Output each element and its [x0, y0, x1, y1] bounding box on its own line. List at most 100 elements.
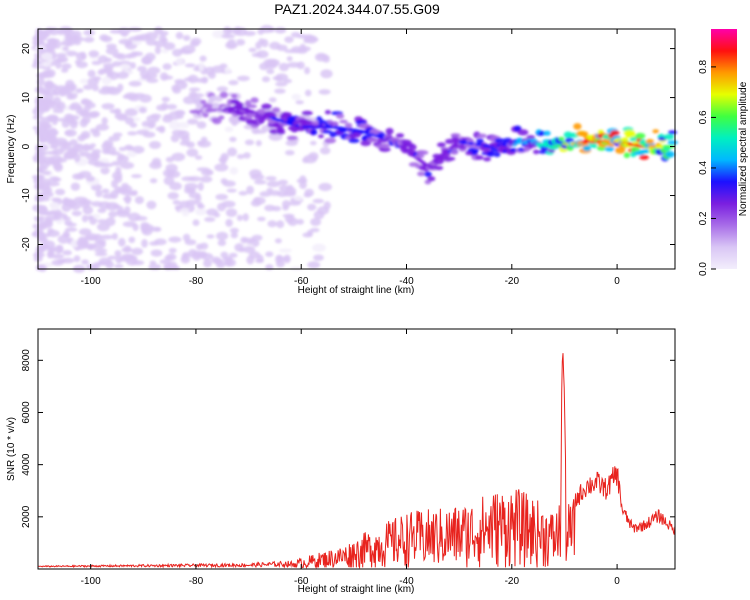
- heatmap-cell: [318, 182, 333, 192]
- heatmap-cell: [304, 89, 312, 97]
- heatmap-cell: [101, 85, 111, 92]
- heatmap-cell: [34, 183, 44, 190]
- heatmap-cell: [308, 37, 319, 42]
- heatmap-cell: [72, 34, 79, 43]
- heatmap-cell: [171, 152, 186, 162]
- colorbar-tick-label: 0.8: [698, 60, 709, 74]
- colorbar-ticks: 0.0 0.2 0.4 0.6 0.8: [698, 60, 716, 276]
- heatmap-cell: [250, 200, 262, 207]
- heatmap-cell: [293, 195, 304, 201]
- heatmap-cell: [74, 59, 82, 65]
- heatmap-cell: [242, 237, 256, 243]
- heatmap-cell: [76, 88, 84, 93]
- heatmap-cell: [275, 255, 282, 264]
- heatmap-cell: [101, 76, 112, 85]
- heatmap-cell: [150, 249, 163, 257]
- heatmap-cell: [75, 52, 87, 61]
- heatmap-cell: [147, 66, 161, 75]
- heatmap-cell: [40, 52, 53, 61]
- heatmap-cell: [352, 131, 362, 138]
- heatmap-cell: [191, 93, 205, 98]
- heatmap-cell: [220, 178, 228, 185]
- heatmap-cell: [68, 148, 78, 155]
- heatmap-cell: [161, 48, 169, 54]
- colorbar-tick-label: 0.4: [698, 161, 709, 175]
- heatmap-cell: [92, 84, 99, 92]
- heatmap-cell: [129, 62, 136, 69]
- heatmap-cell: [257, 216, 266, 222]
- heatmap-cell: [182, 211, 189, 217]
- heatmap-cell: [109, 151, 121, 156]
- heatmap-cell: [35, 87, 43, 93]
- heatmap-cell: [87, 215, 94, 220]
- heatmap-cell: [255, 140, 262, 147]
- heatmap-cell: [128, 236, 136, 243]
- heatmap-cell: [188, 176, 202, 182]
- y-tick-label: 0: [21, 143, 32, 149]
- heatmap-cell: [131, 174, 142, 179]
- heatmap-cell: [286, 56, 293, 62]
- heatmap-cell: [93, 161, 106, 168]
- heatmap-cell: [184, 63, 196, 68]
- heatmap-cell: [282, 200, 291, 209]
- heatmap-cell: [46, 45, 56, 51]
- heatmap-cell: [231, 117, 238, 127]
- heatmap-cell: [296, 218, 305, 225]
- heatmap-cell: [105, 217, 116, 227]
- heatmap-cell: [177, 130, 190, 140]
- heatmap-cell: [218, 157, 226, 163]
- heatmap-cell: [101, 35, 113, 43]
- heatmap-cell: [103, 66, 114, 74]
- heatmap-cell: [408, 144, 417, 151]
- heatmap-cell: [111, 232, 118, 240]
- heatmap-cell: [123, 255, 138, 261]
- heatmap-cell: [124, 144, 133, 151]
- heatmap-cell: [558, 136, 565, 142]
- colorbar-tick-label: 0.2: [698, 211, 709, 225]
- heatmap-cell: [69, 104, 77, 111]
- heatmap-cell: [415, 154, 425, 159]
- heatmap-cell: [222, 256, 233, 262]
- heatmap-cell: [148, 263, 162, 271]
- heatmap-cell: [284, 112, 293, 118]
- heatmap-cell: [80, 99, 93, 106]
- heatmap-cell: [193, 97, 203, 104]
- heatmap-cell: [526, 135, 536, 140]
- heatmap-cell: [248, 47, 257, 53]
- heatmap-cell: [146, 200, 157, 210]
- heatmap-cell: [56, 56, 69, 63]
- heatmap-cell: [200, 136, 208, 143]
- heatmap-cell: [62, 46, 69, 51]
- heatmap-cell: [37, 47, 46, 54]
- heatmap-cell: [76, 105, 83, 111]
- heatmap-cell: [93, 241, 106, 249]
- heatmap-cell: [175, 31, 184, 40]
- heatmap-cell: [131, 190, 138, 196]
- heatmap-cell: [179, 200, 190, 208]
- heatmap-cell: [64, 130, 73, 136]
- heatmap-cell: [322, 129, 332, 134]
- heatmap-cell: [476, 133, 487, 139]
- heatmap-cell: [450, 149, 459, 155]
- heatmap-cell: [56, 30, 66, 36]
- heatmap-cell: [199, 55, 207, 62]
- heatmap-cell: [118, 237, 126, 247]
- heatmap-cell: [117, 83, 124, 92]
- heatmap-cell: [92, 130, 101, 138]
- heatmap-cell: [131, 145, 145, 154]
- heatmap-cell: [278, 179, 288, 185]
- heatmap-cell: [36, 151, 43, 159]
- snr-x-ticks: -100 -80 -60 -40 -20 0: [81, 329, 620, 587]
- colorbar-bar: [711, 29, 737, 269]
- heatmap-cell: [582, 145, 592, 152]
- heatmap-cell: [285, 140, 298, 147]
- heatmap-cell: [87, 69, 96, 78]
- heatmap-cell: [466, 138, 475, 144]
- heatmap-cell: [41, 170, 51, 175]
- heatmap-cell: [186, 148, 199, 157]
- heatmap-cell: [81, 259, 89, 265]
- heatmap-cell: [226, 188, 237, 193]
- heatmap-cell: [55, 60, 62, 69]
- heatmap-cell: [395, 133, 405, 138]
- heatmap-cell: [134, 216, 148, 221]
